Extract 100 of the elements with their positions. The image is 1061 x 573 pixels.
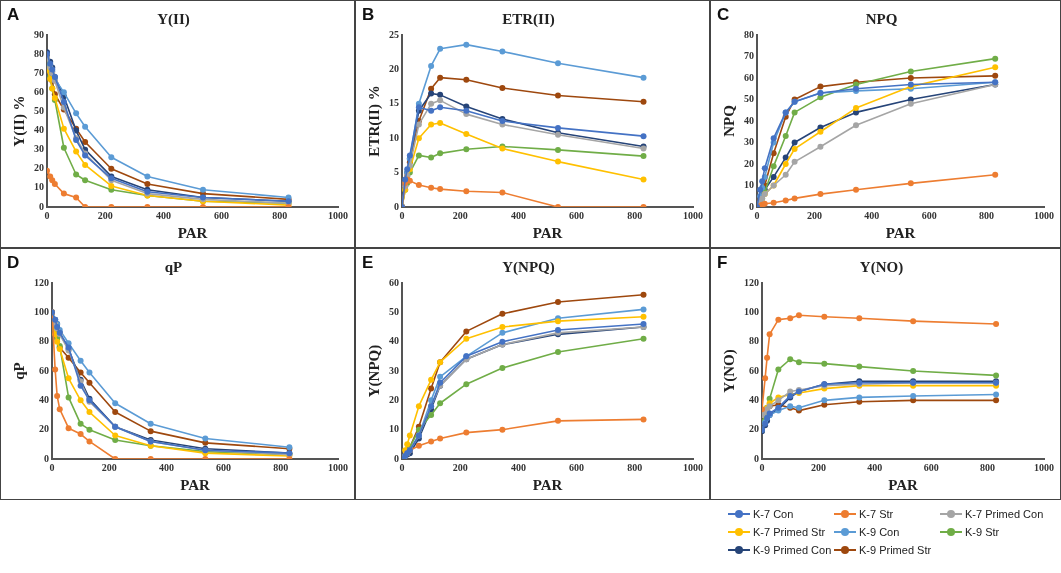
chart-title: Y(II)	[157, 10, 190, 28]
y-tick-label: 120	[744, 276, 759, 288]
y-tick-label: 80	[744, 28, 754, 40]
x-tick-label: 800	[273, 461, 289, 473]
y-tick-label: 80	[34, 47, 44, 59]
x-tick-label: 800	[979, 209, 995, 221]
y-tick-label: 60	[34, 85, 44, 97]
chart-title: ETR(II)	[502, 10, 555, 28]
y-tick-label: 80	[39, 335, 49, 347]
x-tick-label: 1000	[1034, 461, 1054, 473]
chart-title: NPQ	[865, 10, 898, 27]
text: F	[717, 253, 728, 273]
y-tick-label: 10	[34, 181, 44, 193]
x-tick-label: 200	[810, 461, 826, 473]
y-tick-label: 0	[394, 200, 399, 212]
x-tick-label: 1000	[328, 461, 348, 473]
x-tick-label: 200	[101, 461, 117, 473]
y-tick-label: 10	[744, 179, 754, 191]
x-tick-label: 600	[569, 209, 585, 221]
y-tick-label: 50	[744, 93, 754, 105]
x-axis-title: PAR	[885, 224, 916, 241]
y-axis-title: Y(NPQ)	[365, 344, 383, 398]
x-tick-label: 600	[569, 461, 585, 473]
y-tick-label: 0	[39, 200, 44, 212]
x-tick-label: 800	[980, 461, 996, 473]
x-axis-title: PAR	[177, 224, 208, 241]
y-tick-label: 10	[389, 131, 399, 143]
x-tick-label: 200	[806, 209, 822, 221]
x-tick-label: 800	[272, 209, 288, 221]
y-tick-label: 120	[34, 276, 49, 288]
legend-label: K-7 Con	[753, 508, 794, 520]
x-tick-label: 400	[158, 461, 174, 473]
x-axis-title: PAR	[532, 476, 563, 493]
y-tick-label: 5	[394, 166, 399, 178]
x-axis-title: PAR	[888, 476, 919, 493]
chart-title: Y(NO)	[859, 258, 904, 276]
x-tick-label: 200	[452, 209, 468, 221]
y-tick-label: 60	[39, 364, 49, 376]
x-tick-label: 600	[923, 461, 939, 473]
y-tick-label: 60	[389, 276, 399, 288]
y-tick-label: 70	[744, 50, 754, 62]
y-tick-label: 0	[394, 452, 399, 464]
chart-title: qP	[164, 258, 183, 275]
legend-label: K-7 Primed Con	[965, 508, 1044, 520]
y-tick-label: 30	[34, 143, 44, 155]
y-axis-title: Y(NO)	[720, 349, 738, 393]
legend-label: K-9 Primed Str	[859, 544, 932, 556]
y-tick-label: 30	[389, 364, 399, 376]
x-tick-label: 400	[510, 209, 526, 221]
y-tick-label: 20	[389, 62, 399, 74]
y-tick-label: 25	[389, 28, 399, 40]
x-tick-label: 200	[97, 209, 113, 221]
y-tick-label: 60	[744, 71, 754, 83]
x-tick-label: 200	[452, 461, 468, 473]
text: C	[717, 5, 730, 25]
x-tick-label: 1000	[683, 461, 703, 473]
y-tick-label: 50	[34, 105, 44, 117]
y-tick-label: 70	[34, 66, 44, 78]
y-axis-title: Y(II) %	[10, 95, 28, 147]
y-tick-label: 60	[749, 364, 759, 376]
chart-title: Y(NPQ)	[502, 258, 555, 276]
legend-label: K-7 Str	[859, 508, 894, 520]
x-tick-label: 400	[155, 209, 171, 221]
y-axis-title: qP	[10, 362, 27, 380]
x-tick-label: 400	[864, 209, 880, 221]
x-tick-label: 600	[216, 461, 232, 473]
y-tick-label: 30	[744, 136, 754, 148]
y-tick-label: 20	[389, 393, 399, 405]
y-tick-label: 0	[44, 452, 49, 464]
y-tick-label: 40	[34, 124, 44, 136]
y-axis-title: ETR(II) %	[365, 85, 383, 157]
x-tick-label: 600	[214, 209, 230, 221]
text: A	[7, 5, 20, 25]
y-tick-label: 40	[749, 393, 759, 405]
y-tick-label: 80	[749, 335, 759, 347]
x-tick-label: 1000	[1034, 209, 1054, 221]
y-tick-label: 100	[34, 305, 49, 317]
legend-label: K-9 Str	[965, 526, 1000, 538]
y-tick-label: 50	[389, 305, 399, 317]
text: D	[7, 253, 20, 273]
x-tick-label: 400	[867, 461, 883, 473]
x-tick-label: 1000	[683, 209, 703, 221]
x-tick-label: 1000	[328, 209, 348, 221]
y-tick-label: 100	[744, 305, 759, 317]
y-tick-label: 20	[749, 423, 759, 435]
y-tick-label: 0	[754, 452, 759, 464]
y-tick-label: 20	[34, 162, 44, 174]
text: E	[362, 253, 374, 273]
legend-label: K-7 Primed Str	[753, 526, 826, 538]
x-tick-label: 800	[627, 209, 643, 221]
text: B	[362, 5, 375, 25]
y-axis-title: NPQ	[720, 104, 737, 137]
x-tick-label: 800	[627, 461, 643, 473]
x-tick-label: 400	[510, 461, 526, 473]
y-tick-label: 90	[34, 28, 44, 40]
legend-label: K-9 Primed Con	[753, 544, 832, 556]
y-tick-label: 15	[389, 97, 399, 109]
y-tick-label: 40	[744, 114, 754, 126]
y-tick-label: 40	[389, 335, 399, 347]
x-tick-label: 600	[921, 209, 937, 221]
